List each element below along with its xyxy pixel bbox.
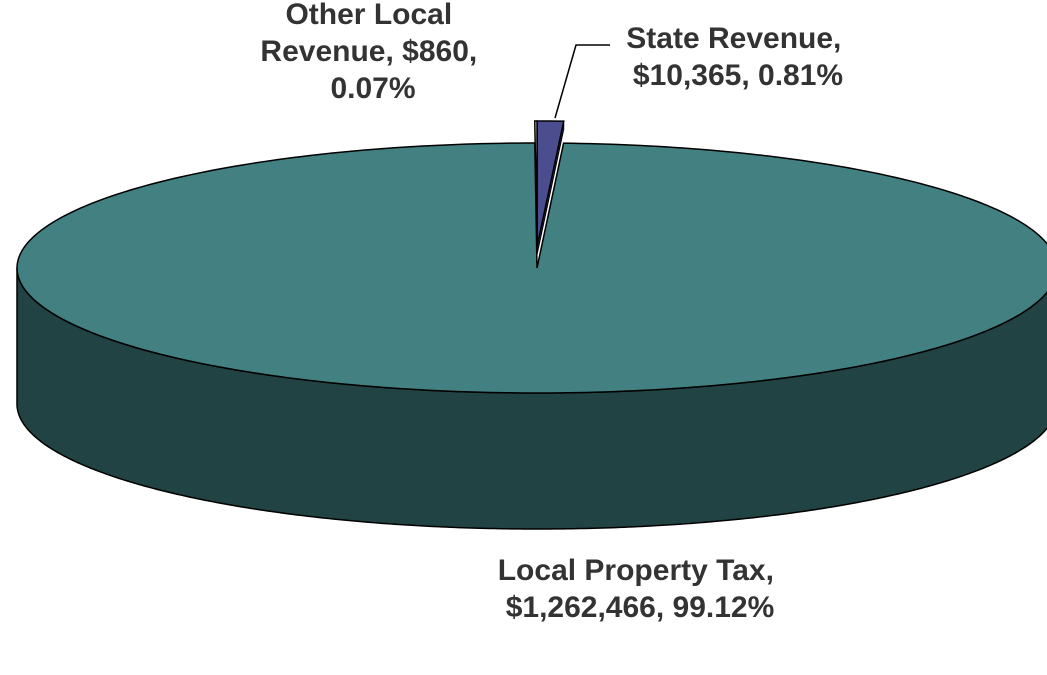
data-label-line: State Revenue, <box>626 22 849 55</box>
data-label: State Revenue, $10,365, 0.81% <box>626 22 849 92</box>
data-label: Local Property Tax, $1,262,466, 99.12% <box>498 554 783 624</box>
data-label-line: Other Local <box>285 0 460 31</box>
data-label-line: Revenue, $860, <box>260 35 485 68</box>
data-label-line: $10,365, 0.81% <box>633 59 843 92</box>
data-label-line: Local Property Tax, <box>498 554 783 587</box>
data-label: Other Local Revenue, $860, 0.07% <box>260 0 485 105</box>
leader-line <box>554 44 610 119</box>
slice <box>534 120 538 247</box>
data-label-line: $1,262,466, 99.12% <box>506 591 775 624</box>
data-label-line: 0.07% <box>330 72 415 105</box>
slice <box>16 142 1047 394</box>
